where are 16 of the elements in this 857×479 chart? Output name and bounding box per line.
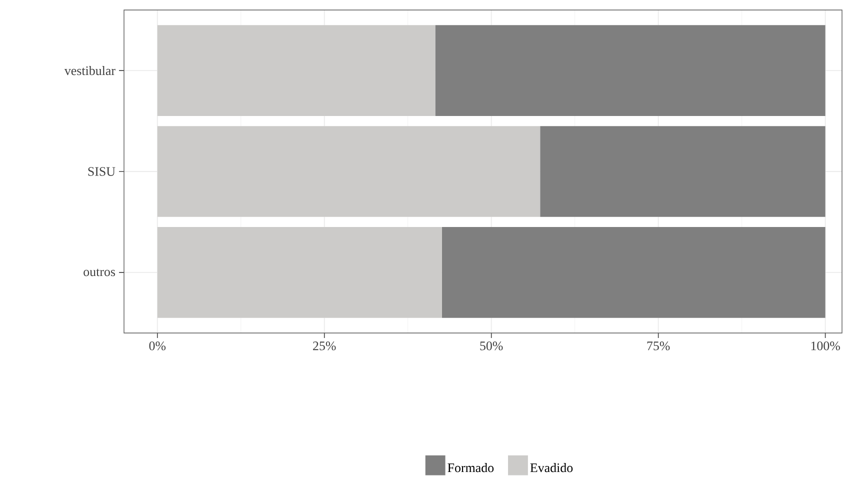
x-tick-label: 0% bbox=[149, 342, 166, 350]
x-tick-label: 75% bbox=[647, 342, 670, 350]
x-tick-label: 50% bbox=[480, 342, 503, 350]
y-tick-label: SISU bbox=[88, 167, 116, 176]
bar bbox=[157, 25, 436, 116]
bar bbox=[157, 227, 442, 318]
x-tick-label: 25% bbox=[313, 342, 336, 350]
legend-label: Evadido bbox=[530, 463, 573, 472]
bar bbox=[540, 126, 826, 217]
y-tick-label: vestibular bbox=[64, 66, 116, 76]
bar bbox=[435, 25, 826, 116]
y-tick-label: outros bbox=[84, 268, 116, 276]
bar bbox=[157, 126, 540, 217]
bar bbox=[442, 227, 826, 318]
legend-label: Formado bbox=[448, 463, 494, 472]
x-tick-label: 100% bbox=[811, 342, 840, 350]
